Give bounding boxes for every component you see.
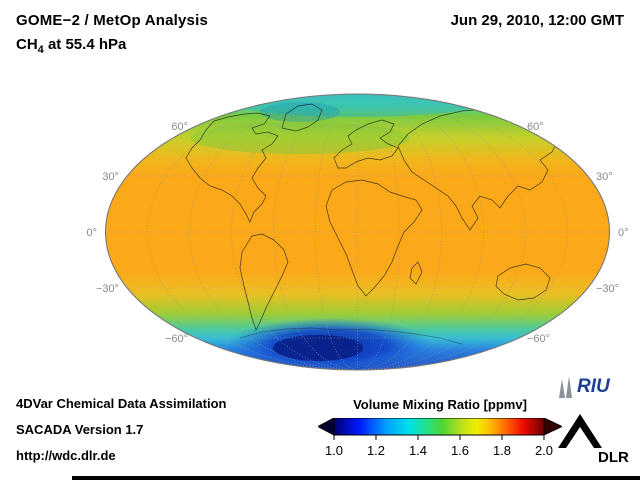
- lat-label-right-30: 30°: [596, 171, 613, 183]
- tick-1.8: 1.8: [492, 443, 512, 458]
- lat-label-right-0: 0°: [618, 227, 629, 239]
- riu-wordmark: RIU: [577, 376, 610, 397]
- riu-logo: RIU: [556, 376, 610, 398]
- species-subtitle: CH4 at 55.4 hPa: [16, 36, 126, 56]
- colorbar-underflow-arrow: [318, 418, 335, 436]
- colorbar: [318, 418, 562, 440]
- credit-line-version: SACADA Version 1.7: [16, 422, 144, 437]
- dlr-wordmark: DLR: [598, 449, 629, 466]
- lat-label-left-m30: −30°: [96, 283, 119, 295]
- antarctic-minimum-core: [273, 335, 363, 361]
- latitude-labels: 60° 30° 0° −30° −60° 60° 30° 0° −30° −60…: [86, 121, 628, 345]
- tick-1.0: 1.0: [324, 443, 344, 458]
- colorbar-tick-labels: 1.0 1.2 1.4 1.6 1.8 2.0: [318, 443, 562, 459]
- page-title: GOME−2 / MetOp Analysis: [16, 12, 209, 29]
- lat-label-right-m30: −30°: [596, 283, 619, 295]
- colorbar-gradient: [333, 418, 545, 436]
- tick-1.4: 1.4: [408, 443, 428, 458]
- north-polar-cyan-patch: [227, 94, 487, 117]
- pressure-level: at 55.4 hPa: [43, 36, 127, 53]
- tick-1.2: 1.2: [366, 443, 386, 458]
- species-subscript: 4: [37, 44, 44, 56]
- riu-cathedral-icon: [559, 376, 572, 398]
- credit-line-url: http://wdc.dlr.de: [16, 448, 116, 463]
- credit-line-assimilation: 4DVar Chemical Data Assimilation: [16, 396, 227, 411]
- lat-label-right-m60: −60°: [527, 333, 550, 345]
- colorbar-title: Volume Mixing Ratio [ppmv]: [353, 397, 527, 412]
- colorbar-tickmarks: [333, 435, 545, 440]
- map-overlays: [106, 94, 609, 370]
- north-teal-patch: [260, 102, 340, 122]
- dlr-logo: DLR: [558, 414, 629, 466]
- lat-label-right-60: 60°: [527, 121, 544, 133]
- bottom-edge-strip: [72, 476, 640, 480]
- colorbar-overflow-arrow: [543, 418, 562, 436]
- timestamp: Jun 29, 2010, 12:00 GMT: [450, 12, 624, 29]
- species-symbol: CH: [16, 36, 38, 53]
- lat-label-left-30: 30°: [102, 171, 119, 183]
- tick-1.6: 1.6: [450, 443, 470, 458]
- graticule: [106, 94, 609, 370]
- dlr-chevron-icon: [558, 414, 602, 448]
- lat-label-left-0: 0°: [86, 227, 97, 239]
- coastlines: [185, 103, 559, 345]
- lat-label-left-m60: −60°: [165, 333, 188, 345]
- map-boundary: [104, 93, 611, 371]
- north-atlantic-green-patch: [190, 122, 410, 154]
- tick-2.0: 2.0: [534, 443, 554, 458]
- lat-label-left-60: 60°: [171, 121, 188, 133]
